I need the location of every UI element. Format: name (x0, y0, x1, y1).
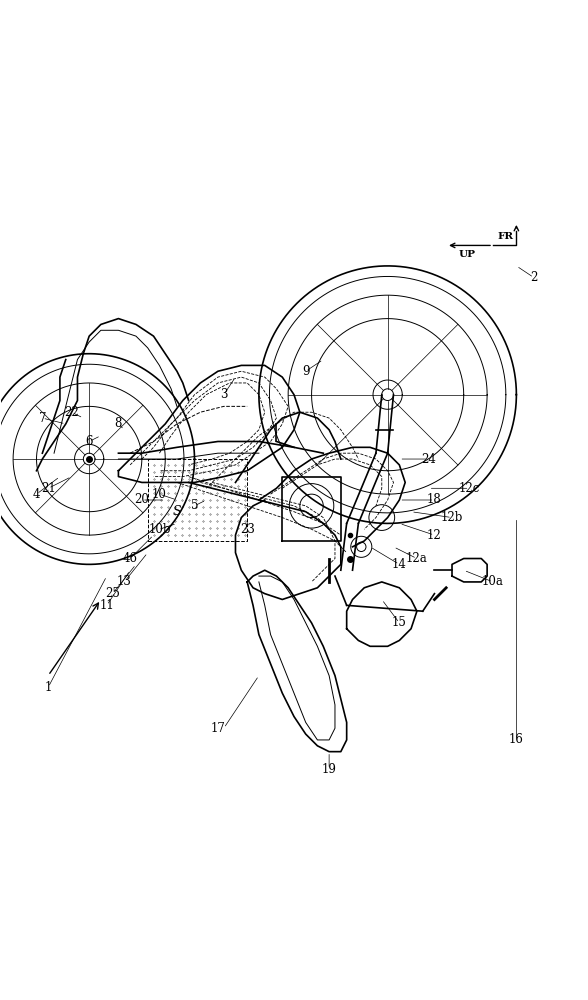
Text: 19: 19 (322, 763, 336, 776)
Text: 2: 2 (530, 271, 537, 284)
Text: 3: 3 (220, 388, 228, 401)
Text: 10: 10 (152, 488, 167, 501)
Text: 16: 16 (509, 733, 524, 746)
Text: 13: 13 (117, 575, 132, 588)
Text: 4: 4 (33, 488, 40, 501)
Text: 5: 5 (191, 499, 198, 512)
Text: 20: 20 (135, 493, 149, 506)
Text: 12b: 12b (441, 511, 463, 524)
Text: 15: 15 (392, 616, 407, 629)
Text: 23: 23 (240, 523, 255, 536)
Text: 24: 24 (421, 453, 436, 466)
Text: 8: 8 (115, 417, 122, 430)
Text: 12c: 12c (459, 482, 480, 495)
Text: 11: 11 (99, 599, 114, 612)
Text: 10a: 10a (482, 575, 504, 588)
Text: 22: 22 (64, 406, 79, 419)
Text: 17: 17 (211, 722, 225, 735)
Text: 1: 1 (45, 681, 52, 694)
Text: 6: 6 (85, 435, 93, 448)
Text: S: S (173, 505, 181, 518)
Text: 14: 14 (392, 558, 407, 571)
Text: FR: FR (497, 232, 513, 241)
Text: 12a: 12a (406, 552, 428, 565)
Text: 7: 7 (39, 412, 46, 425)
Text: 12: 12 (427, 529, 442, 542)
Text: 25: 25 (105, 587, 120, 600)
Text: 10b: 10b (148, 523, 171, 536)
Text: 46: 46 (123, 552, 138, 565)
Text: 18: 18 (427, 493, 442, 506)
Text: UP: UP (458, 250, 475, 259)
Text: 9: 9 (302, 365, 309, 378)
Text: 21: 21 (41, 482, 56, 495)
